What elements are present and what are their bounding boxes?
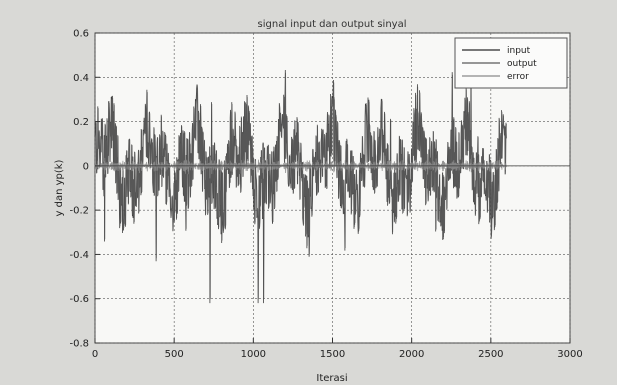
y-ticks: 0.6 0.4 0.2 0 -0.2 -0.4 -0.6 -0.8 <box>69 29 100 350</box>
chart-title: signal input dan output sinyal <box>258 19 407 30</box>
x-tick-label: 0 <box>92 349 98 360</box>
x-tick-label: 2500 <box>478 349 503 360</box>
series-line-output <box>94 72 507 300</box>
legend-label-output: output <box>507 59 537 69</box>
y-tick-label: -0.2 <box>69 206 89 217</box>
legend-label-error: error <box>507 72 529 82</box>
legend: input output error <box>454 37 568 89</box>
y-tick-label: -0.6 <box>69 294 89 305</box>
y-tick-label: 0.6 <box>73 29 89 40</box>
y-tick-label: -0.8 <box>69 339 89 350</box>
x-ticks: 0 500 1000 1500 2000 2500 3000 <box>92 338 583 360</box>
y-tick-label: 0.4 <box>73 73 89 84</box>
x-axis-label: Iterasi <box>316 373 347 384</box>
x-tick-label: 500 <box>165 349 184 360</box>
x-tick-label: 3000 <box>557 349 582 360</box>
y-axis-label: y dan yp(k) <box>54 159 65 216</box>
y-tick-label: 0 <box>83 161 89 172</box>
x-tick-label: 1000 <box>241 349 266 360</box>
y-tick-label: -0.4 <box>69 250 89 261</box>
x-tick-label: 2000 <box>399 349 424 360</box>
x-tick-label: 1500 <box>320 349 345 360</box>
legend-label-input: input <box>507 46 531 56</box>
y-tick-label: 0.2 <box>73 117 89 128</box>
